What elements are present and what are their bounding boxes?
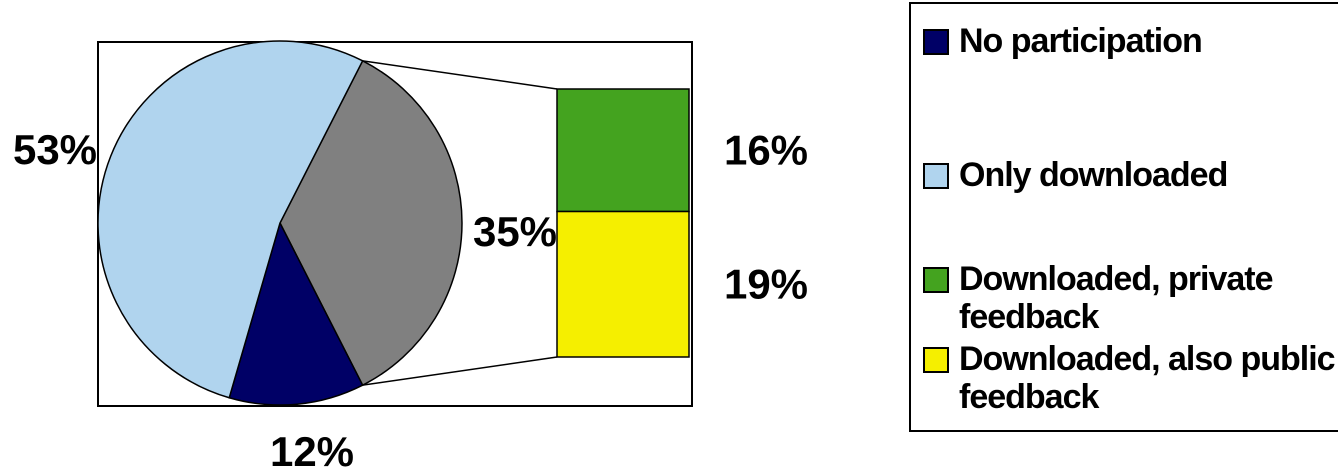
- legend-item-only-downloaded: Only downloaded: [923, 156, 1338, 194]
- legend-label-public-feedback: Downloaded, also public feedback: [959, 340, 1336, 416]
- pie-label-only-downloaded: 53%: [13, 126, 97, 173]
- bar-label-public-feedback: 19%: [724, 260, 808, 307]
- legend: No participation Only downloaded Downloa…: [909, 2, 1338, 432]
- legend-swatch-no-participation: [923, 29, 949, 55]
- legend-swatch-only-downloaded: [923, 163, 949, 189]
- connector-line-top: [362, 60, 558, 90]
- pie-slice-downloaded-split: [279, 59, 463, 387]
- bar-segment-public-feedback: [556, 210, 690, 358]
- connector-line-bottom: [362, 356, 558, 386]
- legend-label-no-participation: No participation: [959, 22, 1203, 60]
- legend-item-no-participation: No participation: [923, 22, 1338, 60]
- legend-swatch-public-feedback: [923, 347, 949, 373]
- legend-swatch-private-feedback: [923, 267, 949, 293]
- pie-slice-no-participation: [228, 220, 364, 406]
- legend-label-only-downloaded: Only downloaded: [959, 156, 1228, 194]
- pie-label-downloaded-split: 35%: [473, 208, 557, 255]
- bar-label-private-feedback: 16%: [724, 126, 808, 173]
- pie-label-no-participation: 12%: [270, 428, 354, 474]
- legend-label-private-feedback: Downloaded, private feedback: [959, 260, 1274, 336]
- bar-segment-private-feedback: [556, 88, 690, 213]
- pie-slice-only-downloaded: [97, 40, 364, 399]
- legend-item-public-feedback: Downloaded, also public feedback: [923, 340, 1338, 416]
- legend-item-private-feedback: Downloaded, private feedback: [923, 260, 1338, 336]
